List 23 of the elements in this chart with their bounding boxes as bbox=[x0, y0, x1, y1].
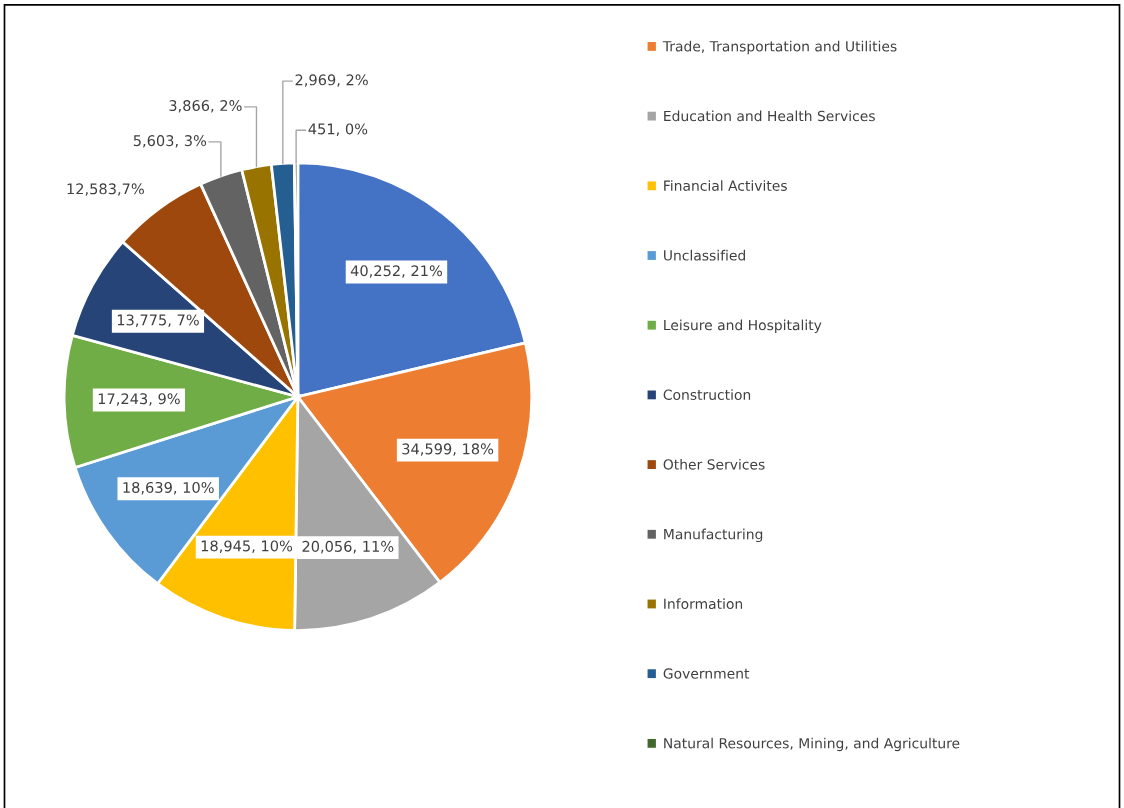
data-label: 2,969, 2% bbox=[295, 74, 368, 87]
data-label: 18,945, 10% bbox=[201, 540, 293, 553]
data-label: 451, 0% bbox=[308, 123, 368, 136]
legend-label: Manufacturing bbox=[664, 528, 763, 543]
data-label: 40,252, 21% bbox=[350, 265, 443, 278]
data-label: 18,639, 10% bbox=[123, 481, 214, 495]
data-label: 12,583,7% bbox=[67, 183, 144, 196]
legend-label: Unclassified bbox=[664, 249, 745, 261]
legend-label: Information bbox=[664, 598, 743, 610]
data-label: 5,603, 3% bbox=[133, 135, 207, 148]
data-label: 20,056, 11% bbox=[302, 540, 394, 554]
data-label: 17,243, 9% bbox=[98, 393, 180, 406]
legend-label: Financial Activites bbox=[664, 180, 787, 191]
legend-label: Other Services bbox=[663, 458, 765, 470]
data-label: 3,866, 2% bbox=[169, 100, 242, 113]
legend-label: Natural Resources, Mining, and Agriculture bbox=[664, 737, 960, 752]
legend-label: Government bbox=[663, 668, 750, 679]
legend-label: Leisure and Hospitality bbox=[664, 319, 822, 333]
data-label: 13,775, 7% bbox=[117, 314, 199, 327]
data-label: 34,599, 18% bbox=[402, 443, 494, 456]
legend-label: Construction bbox=[663, 389, 751, 400]
legend-label: Education and Health Services bbox=[664, 110, 875, 122]
legend-label: Trade, Transportation and Utilities bbox=[662, 40, 897, 55]
